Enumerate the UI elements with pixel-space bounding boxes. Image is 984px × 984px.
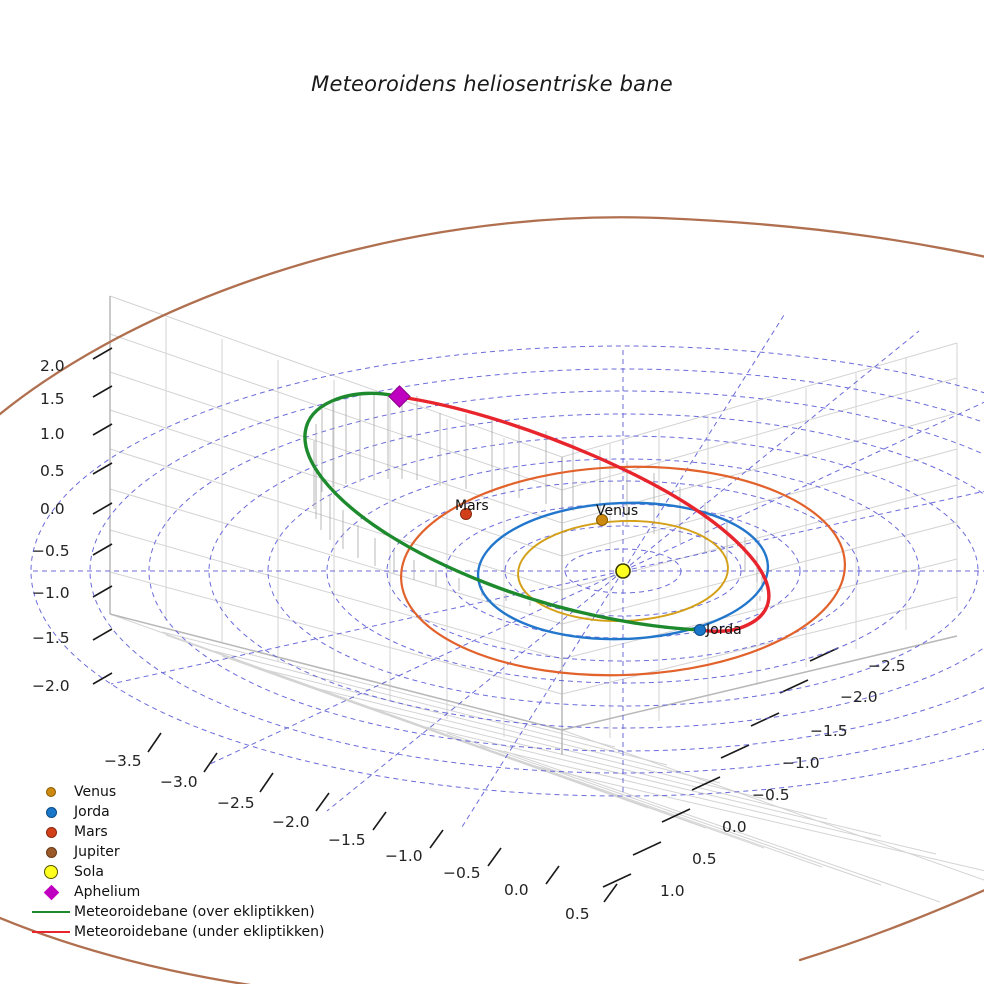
pane-gridlines xyxy=(109,295,984,903)
legend-item[interactable]: Jorda xyxy=(28,802,325,822)
axis-y-tick-label: −2.0 xyxy=(840,688,878,706)
axis-y-tick-label: −2.5 xyxy=(868,657,906,675)
legend-item-label: Aphelium xyxy=(74,884,141,900)
legend-line-sample-icon xyxy=(32,931,70,933)
meteoroid-orbit-below-ecliptic xyxy=(398,395,771,634)
axis-z-tick-label: 2.0 xyxy=(40,357,65,375)
axis-y-tick-label: −1.0 xyxy=(782,754,820,772)
axis-x-tick-label: −2.0 xyxy=(272,813,310,831)
orbit-stem-lines xyxy=(313,393,763,606)
legend-item-label: Meteoroidebane (over ekliptikken) xyxy=(74,904,315,920)
legend-item[interactable]: Meteoroidebane (under ekliptikken) xyxy=(28,922,325,942)
legend-marker-sola xyxy=(28,865,74,879)
legend-item[interactable]: Mars xyxy=(28,822,325,842)
legend-item-label: Meteoroidebane (under ekliptikken) xyxy=(74,924,325,940)
marker-mars xyxy=(460,508,472,520)
ecliptic-polar-grid xyxy=(30,314,984,828)
axis-z-tick-label: −1.5 xyxy=(32,629,70,647)
axis-z-tick-label: −2.0 xyxy=(32,677,70,695)
legend-item[interactable]: Meteoroidebane (over ekliptikken) xyxy=(28,902,325,922)
axis-z-tick-label: 1.5 xyxy=(40,390,65,408)
axis-z-tick-label: −0.5 xyxy=(32,542,70,560)
legend-item-label: Mars xyxy=(74,824,108,840)
legend-circle-marker-icon xyxy=(46,787,56,797)
axis-y-tick-label: −0.5 xyxy=(752,786,790,804)
legend-marker-line xyxy=(28,931,74,933)
axis-x-tick-label: −1.5 xyxy=(328,831,366,849)
axis-z-tick-label: −1.0 xyxy=(32,584,70,602)
meteoroid-orbit-above-ecliptic xyxy=(303,391,702,632)
legend-marker-venus xyxy=(28,787,74,797)
axis-z-tick-label: 0.5 xyxy=(40,462,65,480)
page-title: Meteoroidens heliosentriske bane xyxy=(311,72,673,96)
legend-item-label: Venus xyxy=(74,784,117,800)
axis-x-tick-label: −1.0 xyxy=(385,847,423,865)
legend-marker-jorda xyxy=(28,806,74,818)
marker-aphelium xyxy=(388,385,411,408)
axis-y-tick-label: 1.0 xyxy=(660,882,685,900)
venus-label: Venus xyxy=(596,503,639,519)
legend-marker-line xyxy=(28,911,74,913)
axis-x-tick-label: 0.0 xyxy=(504,881,529,899)
legend-circle-marker-icon xyxy=(45,826,57,838)
legend-marker-aphelium xyxy=(28,884,74,900)
marker-jorda xyxy=(694,624,706,636)
axis-z-tick-label: 0.0 xyxy=(40,500,65,518)
legend[interactable]: Venus Jorda Mars Jupiter Sola Aphelium Meteoro… xyxy=(28,782,325,942)
legend-circle-marker-icon xyxy=(45,846,57,858)
legend-item-label: Jupiter xyxy=(74,844,120,860)
axis-y-tick-label: 0.5 xyxy=(692,850,717,868)
legend-line-sample-icon xyxy=(32,911,70,913)
axis-x-tick-label: −0.5 xyxy=(443,864,481,882)
axis-ticks xyxy=(92,347,839,903)
legend-item[interactable]: Venus xyxy=(28,782,325,802)
legend-circle-marker-icon xyxy=(44,865,58,879)
jorda-label: Jorda xyxy=(706,622,742,638)
legend-marker-jupiter xyxy=(28,846,74,858)
legend-circle-marker-icon xyxy=(45,806,57,818)
jupiter-orbit xyxy=(0,216,984,984)
axis-x-tick-label: −3.5 xyxy=(104,752,142,770)
axis-x-tick-label: 0.5 xyxy=(565,905,590,923)
axis-x-tick-label: −2.5 xyxy=(217,794,255,812)
jorda-orbit xyxy=(476,501,770,641)
marker-venus xyxy=(596,514,608,526)
legend-item-label: Sola xyxy=(74,864,104,880)
legend-item[interactable]: Aphelium xyxy=(28,882,325,902)
legend-marker-mars xyxy=(28,826,74,838)
axis-z-tick-label: 1.0 xyxy=(40,425,65,443)
mars-label: Mars xyxy=(455,498,489,514)
axis-x-tick-label: −3.0 xyxy=(160,773,198,791)
body-markers xyxy=(388,385,706,636)
axis-y-tick-label: 0.0 xyxy=(722,818,747,836)
legend-item-label: Jorda xyxy=(74,804,110,820)
legend-item[interactable]: Sola xyxy=(28,862,325,882)
legend-diamond-marker-icon xyxy=(43,884,59,900)
legend-item[interactable]: Jupiter xyxy=(28,842,325,862)
axis-y-tick-label: −1.5 xyxy=(810,722,848,740)
marker-sola xyxy=(615,563,631,579)
